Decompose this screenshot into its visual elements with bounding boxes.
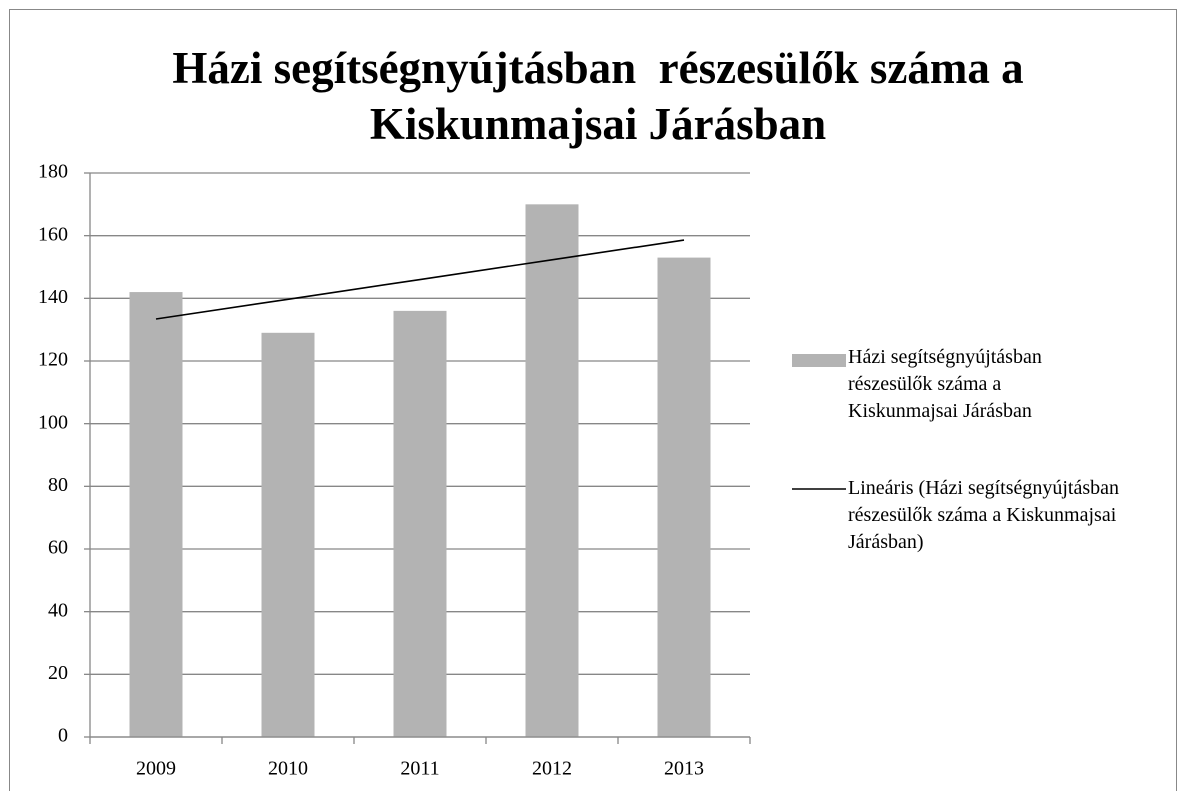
y-tick-label: 60 [48,537,68,559]
x-tick-label: 2013 [664,758,704,780]
chart-title: Házi segítségnyújtásban részesülők száma… [172,43,1035,149]
x-tick-label: 2011 [400,758,439,780]
trend-line [155,239,685,320]
bar [393,310,447,737]
y-tick-label: 20 [48,662,68,684]
y-tick-label: 140 [38,286,68,308]
bar [525,204,579,738]
y-tick-label: 80 [48,474,68,496]
y-tick-label: 40 [48,599,68,621]
y-tick-label: 160 [38,223,68,245]
y-tick-label: 120 [38,349,68,371]
legend-label: Házi segítségnyújtásban részesülők száma… [848,346,1047,422]
x-tick-label: 2009 [136,758,176,780]
bar [261,332,315,737]
y-tick-label: 0 [58,725,68,747]
legend-swatch [792,354,846,367]
bar [129,292,183,737]
x-tick-label: 2010 [268,758,308,780]
legend-label: Lineáris (Házi segítségnyújtásban részes… [848,477,1130,553]
chart-frame [9,9,1177,791]
bar [657,257,711,737]
y-tick-label: 100 [38,411,68,433]
x-tick-label: 2012 [532,758,572,780]
y-tick-label: 180 [38,161,68,183]
